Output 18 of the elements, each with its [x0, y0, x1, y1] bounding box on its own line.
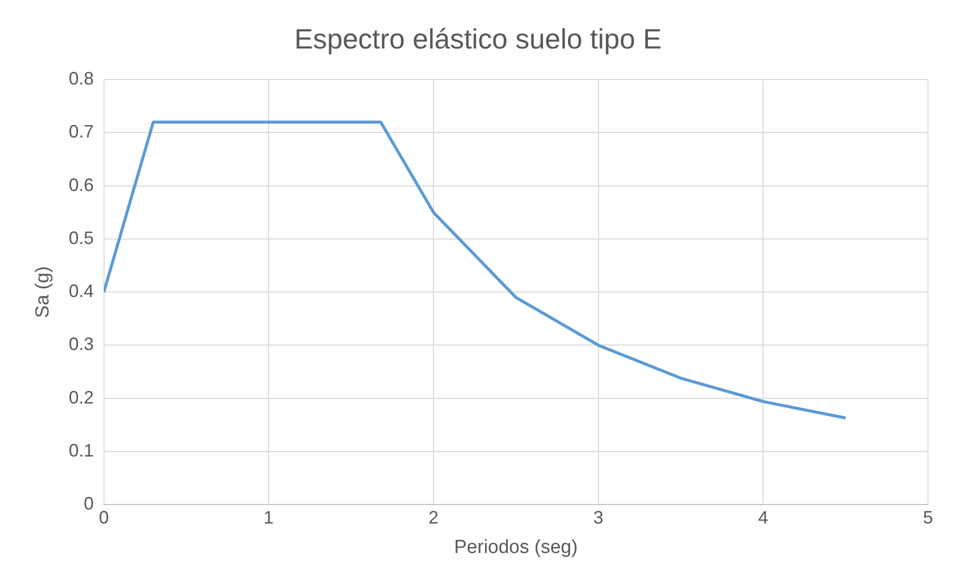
- y-axis-title: Sa (g): [32, 266, 54, 318]
- y-tick-label: 0.7: [68, 122, 94, 142]
- x-tick-label: 0: [98, 507, 109, 528]
- x-tick-label: 1: [264, 507, 274, 528]
- y-tick-label: 0.4: [68, 281, 94, 302]
- x-tick-label: 3: [593, 507, 604, 528]
- y-tick-label: 0.3: [68, 334, 94, 354]
- y-tick-label: 0.8: [68, 68, 94, 89]
- chart-title: Espectro elástico suelo tipo E: [294, 24, 662, 55]
- y-tick-label: 0.6: [68, 174, 94, 195]
- x-tick-label: 5: [922, 507, 934, 528]
- x-axis-title: Periodos (seg): [454, 536, 578, 558]
- y-tick-label: 0.1: [68, 440, 94, 460]
- y-tick-label: 0.2: [68, 387, 94, 408]
- y-tick-label: 0: [84, 494, 94, 514]
- x-tick-label: 2: [428, 507, 438, 528]
- y-tick-label: 0.5: [68, 228, 94, 248]
- x-tick-label: 4: [758, 507, 768, 528]
